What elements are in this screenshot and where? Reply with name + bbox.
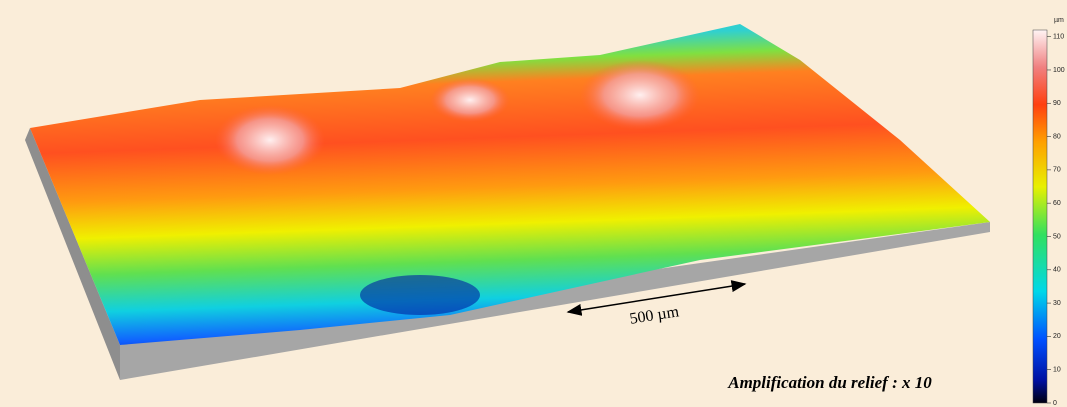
left-side — [25, 128, 120, 380]
tick-label: 70 — [1053, 167, 1061, 174]
colorbar-ticks: 0 10 20 30 40 50 60 70 80 90 100 110 — [1047, 34, 1065, 407]
highlight — [430, 78, 510, 122]
tick-label: 90 — [1053, 100, 1061, 107]
tick-label: 10 — [1053, 367, 1061, 374]
highlight — [215, 105, 325, 175]
tick-label: 0 — [1053, 400, 1057, 407]
highlight — [580, 60, 700, 130]
low-area — [360, 275, 480, 315]
caption: Amplification du relief : x 10 — [727, 373, 932, 392]
scale-label: 500 µm — [628, 303, 680, 328]
tick-label: 60 — [1053, 200, 1061, 207]
tick-label: 100 — [1053, 67, 1065, 74]
scale-bar — [566, 280, 747, 316]
colorbar — [1032, 29, 1048, 404]
tick-label: 40 — [1053, 267, 1061, 274]
surface — [30, 24, 990, 345]
tick-label: 30 — [1053, 300, 1061, 307]
tick-label: 110 — [1053, 34, 1064, 41]
tick-label: 50 — [1053, 233, 1061, 240]
front-side — [120, 222, 990, 380]
tick-label: 80 — [1053, 133, 1061, 140]
colorbar-unit: µm — [1054, 17, 1064, 24]
tick-label: 20 — [1053, 333, 1061, 340]
